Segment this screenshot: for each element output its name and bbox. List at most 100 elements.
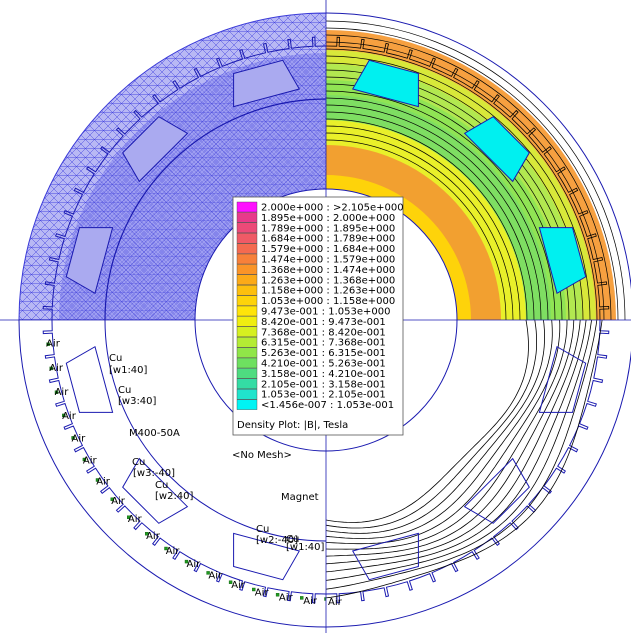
legend-range-label: 1.053e-001 : 2.105e-001 xyxy=(261,390,386,401)
label-w3-pos: [w3:40] xyxy=(118,396,157,407)
flux-contour xyxy=(326,320,568,550)
legend-swatch xyxy=(236,295,258,306)
node-marker xyxy=(275,593,280,597)
flux-contour xyxy=(326,320,587,573)
magnet-outline xyxy=(538,345,587,413)
node-marker xyxy=(49,366,53,371)
magnet-outline xyxy=(122,457,189,524)
flux-contour xyxy=(326,320,575,557)
legend-range-label: 1.263e+000 : 1.368e+000 xyxy=(261,275,395,286)
node-markers xyxy=(46,342,326,601)
legend-range-label: <1.456e-007 : 1.053e-001 xyxy=(261,400,394,411)
node-marker xyxy=(95,478,100,482)
label-w3-neg: [w3:-40] xyxy=(133,468,175,479)
label-w1-pos-b: [w1:40] xyxy=(286,542,325,553)
legend-range-label: 1.053e+000 : 1.158e+000 xyxy=(261,296,395,307)
label-air: Air xyxy=(146,531,161,542)
label-air: Air xyxy=(231,580,246,591)
label-air: Air xyxy=(166,546,181,557)
label-air: Air xyxy=(55,387,70,398)
legend-swatch xyxy=(236,368,258,379)
legend-range-label: 1.474e+000 : 1.579e+000 xyxy=(261,255,395,266)
label-air: Air xyxy=(62,411,77,422)
legend-range-label: 1.789e+000 : 1.895e+000 xyxy=(261,223,395,234)
label-air: Air xyxy=(208,571,223,582)
node-marker xyxy=(54,390,59,394)
legend-swatch xyxy=(236,243,258,254)
node-marker xyxy=(324,597,326,601)
label-air: Air xyxy=(83,456,98,467)
magnet-outline xyxy=(463,457,530,524)
label-air: Air xyxy=(187,559,202,570)
legend-swatch xyxy=(236,357,258,369)
flux-contour xyxy=(326,320,581,565)
label-w2-pos: [w2:40] xyxy=(155,491,194,502)
stator-teeth xyxy=(326,36,610,320)
label-air: Air xyxy=(111,496,126,507)
legend-swatch xyxy=(236,399,258,410)
legend-swatch xyxy=(236,389,258,400)
legend-range-label: 1.368e+000 : 1.474e+000 xyxy=(261,265,395,276)
magnet-block xyxy=(538,227,587,295)
node-marker xyxy=(252,587,256,592)
legend-swatch xyxy=(236,326,258,337)
legend-swatch xyxy=(236,305,258,317)
legend-range-label: 2.105e-001 : 3.158e-001 xyxy=(261,379,386,390)
label-air: Air xyxy=(279,593,294,604)
flux-contour xyxy=(326,320,553,539)
magnet-outline xyxy=(351,532,419,581)
node-marker xyxy=(144,532,149,536)
node-marker xyxy=(184,559,189,564)
legend-swatch xyxy=(236,285,258,296)
magnet-outline xyxy=(65,345,114,413)
legend-swatch xyxy=(236,337,258,348)
legend-range-label: 4.210e-001 : 5.263e-001 xyxy=(261,359,386,370)
label-magnet: Magnet xyxy=(281,492,319,503)
legend-swatch xyxy=(236,232,258,244)
label-air: Air xyxy=(49,363,64,374)
node-marker xyxy=(46,342,50,346)
node-marker xyxy=(164,546,168,551)
legend-range-label: 1.579e+000 : 1.684e+000 xyxy=(261,244,395,255)
node-marker xyxy=(126,515,131,519)
label-cu-3: Cu xyxy=(132,457,145,468)
legend-range-label: 8.420e-001 : 9.473e-001 xyxy=(261,317,386,328)
node-marker xyxy=(300,596,304,600)
node-marker xyxy=(110,497,115,501)
legend-swatch xyxy=(236,316,258,327)
legend-swatch xyxy=(236,253,258,265)
node-marker xyxy=(82,457,87,462)
label-air: Air xyxy=(46,339,61,350)
flux-contour xyxy=(326,320,537,529)
legend-swatch xyxy=(236,212,258,223)
node-marker xyxy=(206,571,210,575)
label-no-mesh: <No Mesh> xyxy=(232,450,292,461)
legend-swatch xyxy=(236,264,258,275)
legend-range-label: 1.895e+000 : 2.000e+000 xyxy=(261,213,395,224)
legend-range-label: 5.263e-001 : 6.315e-001 xyxy=(261,348,386,359)
label-air: Air xyxy=(72,434,87,445)
label-cu-5: Cu xyxy=(256,524,269,535)
legend-range-label: 2.000e+000 : >2.105e+000 xyxy=(261,203,404,214)
magnet-block xyxy=(233,59,301,108)
legend-swatch xyxy=(236,201,258,213)
legend-swatch xyxy=(236,274,258,285)
label-air: Air xyxy=(303,596,318,607)
legend-swatch xyxy=(236,378,258,389)
magnet-block xyxy=(463,116,530,183)
node-marker xyxy=(62,413,66,418)
label-air: Air xyxy=(128,514,143,525)
flux-contour xyxy=(326,320,603,599)
flux-lines xyxy=(326,20,626,320)
legend-range-label: 9.473e-001 : 1.053e+000 xyxy=(261,307,390,318)
flux-contour xyxy=(326,320,545,534)
legend-range-label: 6.315e-001 : 7.368e-001 xyxy=(261,338,386,349)
legend-range-label: 7.368e-001 : 8.420e-001 xyxy=(261,327,386,338)
label-cu-4: Cu xyxy=(155,480,168,491)
region-labels: Cu [w1:40] Cu [w3:40] M400-50A <No Mesh>… xyxy=(46,339,343,608)
magnet-block xyxy=(122,116,189,183)
stator-slot-outlines xyxy=(42,320,326,604)
